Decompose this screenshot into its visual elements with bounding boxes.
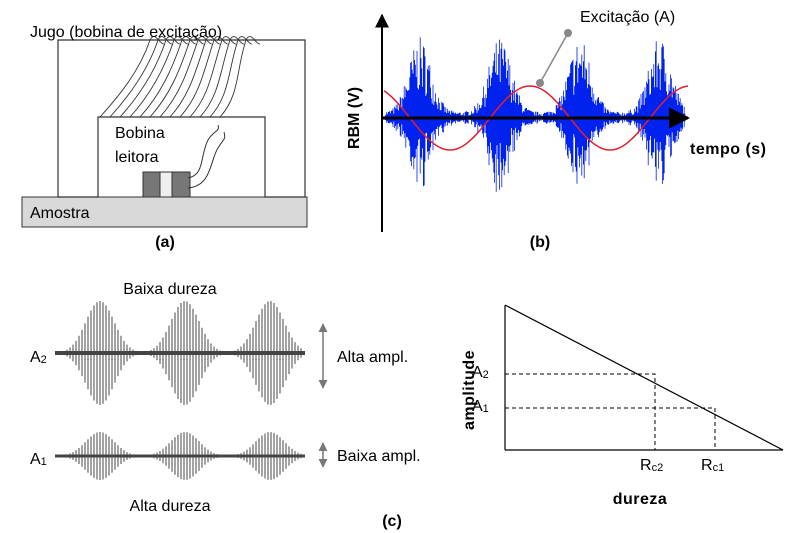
figure: Jugo (bobina de excitação) Bobina leitor…: [0, 0, 788, 533]
y-axis-label: amplitude: [461, 350, 478, 430]
callout-dot: [564, 29, 572, 37]
level-label: A2: [30, 349, 47, 366]
sample-label: Amostra: [30, 205, 90, 222]
y-label-sub: 1: [483, 403, 489, 415]
level-label: A1: [30, 451, 47, 468]
callout-line: [540, 33, 568, 83]
y-axis-label: RBM (V): [346, 87, 363, 149]
caption: (b): [530, 234, 550, 251]
caption: (c): [382, 513, 402, 530]
coil-leads: [188, 125, 225, 188]
panel-b: Excitação (A) RBM (V) tempo (s) (b): [346, 9, 766, 251]
x-axis-label: dureza: [613, 491, 668, 508]
x-label: Rc2: [640, 457, 663, 474]
y-label: A1: [472, 398, 489, 415]
guide-lines: [505, 374, 715, 450]
y-label-base: A: [472, 398, 483, 415]
callout-label: Excitação (A): [580, 9, 675, 26]
x-label-sub: c2: [652, 462, 664, 474]
level-note: Alta ampl.: [337, 349, 408, 366]
level-note: Baixa ampl.: [337, 448, 421, 465]
pickup-coil-core: [160, 172, 172, 197]
y-label: A2: [472, 364, 489, 381]
level-sub: 2: [41, 354, 47, 366]
panel-c-plot: amplitude dureza A2 A1 Rc2 Rc1: [461, 305, 783, 508]
bottom-label: Alta dureza: [130, 498, 211, 515]
coil-label: leitora: [115, 149, 159, 166]
top-label: Baixa dureza: [123, 281, 216, 298]
y-label-sub: 2: [483, 369, 489, 381]
x-label-base: R: [701, 457, 713, 474]
coil-label: Bobina: [115, 125, 165, 142]
y-label-base: A: [472, 364, 483, 381]
x-label-base: R: [640, 457, 652, 474]
x-axis-label: tempo (s): [690, 141, 767, 158]
level-base: A: [30, 349, 41, 366]
caption: (a): [155, 234, 175, 251]
yoke-label: Jugo (bobina de excitação): [30, 24, 222, 41]
level-sub: 1: [41, 456, 47, 468]
panel-a: Jugo (bobina de excitação) Bobina leitor…: [22, 24, 307, 251]
trend-line: [505, 305, 783, 450]
x-label-sub: c1: [713, 462, 725, 474]
mbn-signal: [385, 37, 685, 192]
level-base: A: [30, 451, 41, 468]
x-label: Rc1: [701, 457, 724, 474]
panel-c-signals: Baixa dureza Alta dureza A2 A1 Alta ampl…: [30, 281, 421, 530]
callout-dot: [536, 79, 544, 87]
